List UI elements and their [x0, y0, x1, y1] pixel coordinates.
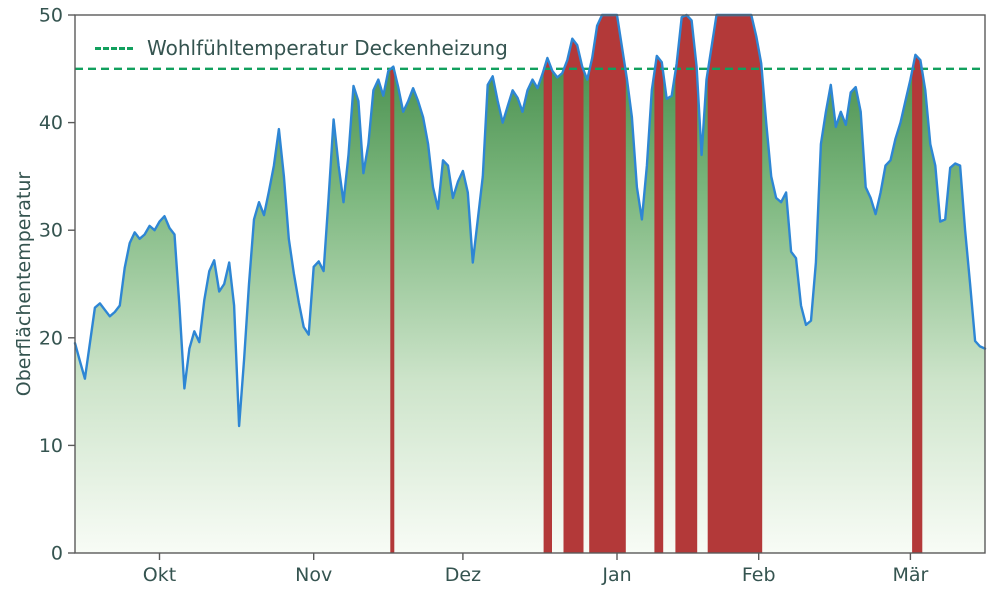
exceedance-band: [654, 54, 664, 554]
y-tick-label: 30: [39, 220, 63, 242]
temperature-line: [73, 13, 987, 428]
x-tick-label: Okt: [143, 564, 176, 586]
exceedance-band: [675, 14, 698, 554]
exceedance-band: [390, 65, 395, 554]
legend: Wohlfühltemperatur Deckenheizung: [95, 36, 508, 60]
temperature-area: [75, 15, 985, 553]
x-tick-label: Feb: [742, 564, 776, 586]
exceedance-band: [563, 37, 584, 554]
y-tick-label: 50: [39, 5, 63, 27]
exceedance-band: [543, 56, 552, 554]
exceedance-band: [707, 14, 763, 554]
threshold-legend-label: Wohlfühltemperatur Deckenheizung: [147, 36, 508, 60]
x-tick-label: Mär: [892, 564, 928, 586]
y-tick-label: 40: [39, 112, 63, 134]
threshold-legend-swatch: [95, 46, 133, 50]
x-tick-label: Nov: [295, 564, 332, 586]
x-tick-label: Jan: [601, 564, 631, 586]
x-tick-label: Dez: [445, 564, 481, 586]
y-tick-label: 0: [51, 543, 63, 565]
exceedance-band: [589, 14, 626, 554]
y-tick-label: 20: [39, 327, 63, 349]
y-axis-label: Oberflächentemperatur: [13, 171, 35, 397]
axes-frame: [74, 14, 986, 554]
exceedance-band: [912, 53, 923, 554]
y-tick-label: 10: [39, 435, 63, 457]
